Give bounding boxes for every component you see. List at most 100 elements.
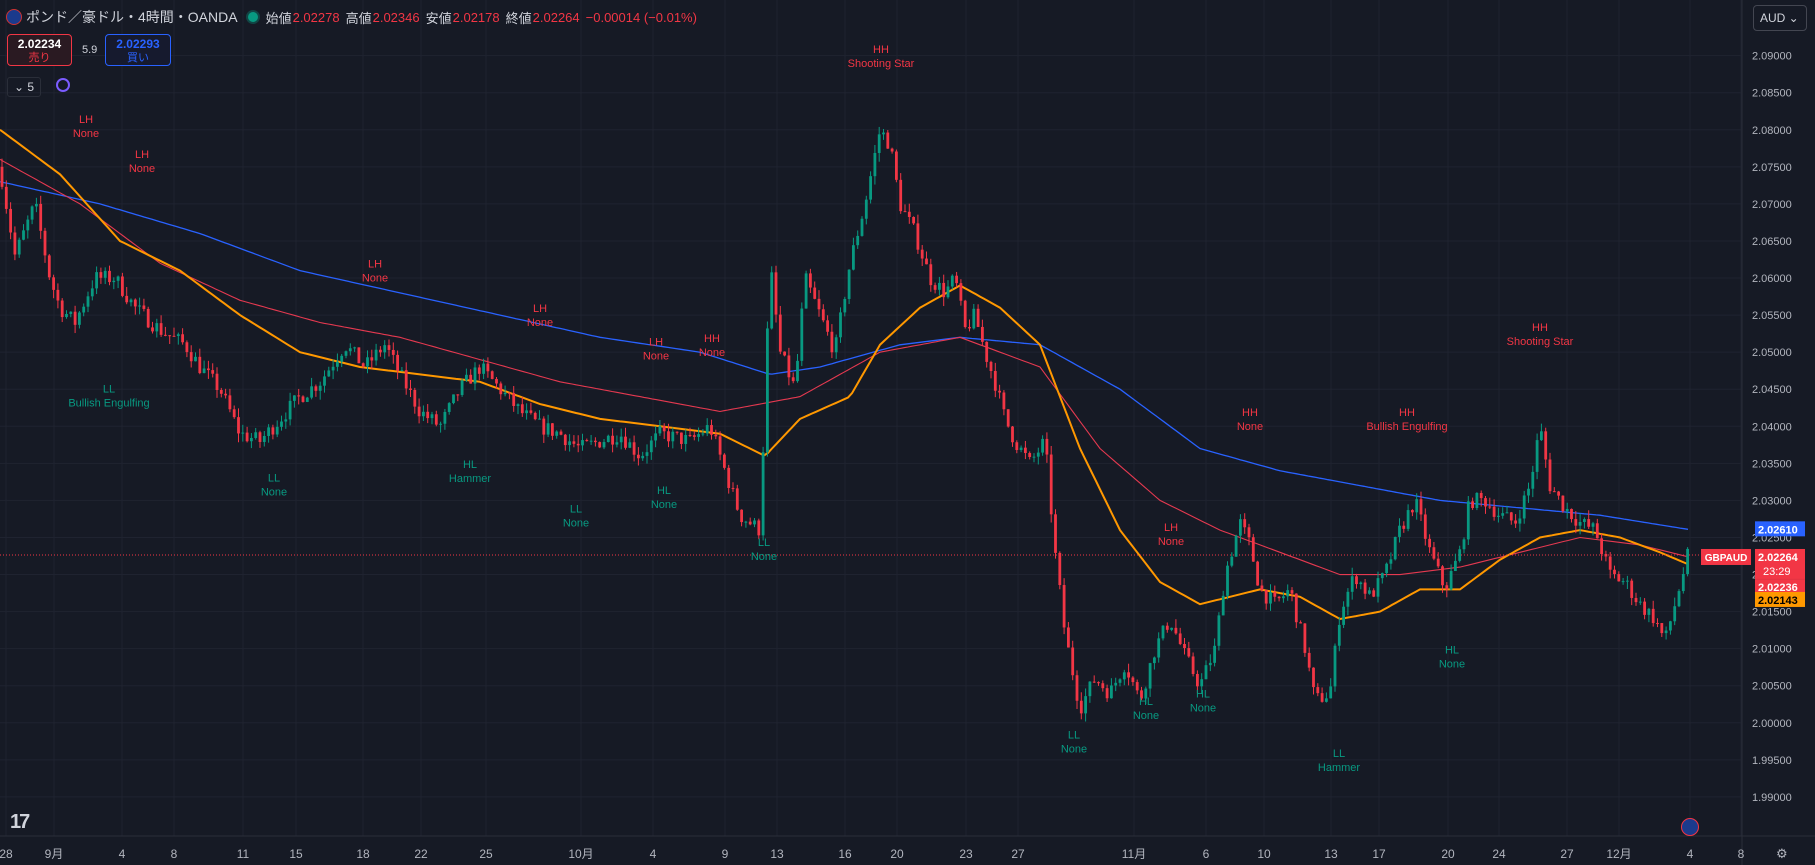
candle-body bbox=[1170, 627, 1173, 630]
candle-body bbox=[1307, 652, 1311, 668]
price-axis[interactable]: 1.99000 1.99500 2.00000 2.00500 2.01000 2.015… bbox=[1741, 0, 1815, 865]
sync-icon[interactable] bbox=[56, 78, 70, 92]
sell-price: 2.02234 bbox=[17, 37, 62, 51]
candle-body bbox=[108, 270, 111, 283]
annotation-pattern: None bbox=[751, 551, 777, 563]
region-flag-icon[interactable] bbox=[1681, 818, 1699, 836]
price-label-text: 2.02610 bbox=[1758, 524, 1798, 536]
buy-price: 2.02293 bbox=[116, 37, 160, 51]
gear-icon[interactable]: ⚙ bbox=[1776, 846, 1788, 861]
candle-body bbox=[305, 397, 309, 402]
annotation-kind: HH bbox=[704, 333, 720, 345]
candle-body bbox=[813, 287, 817, 299]
candle-body bbox=[525, 410, 528, 414]
candle-body bbox=[1613, 569, 1616, 575]
candle-body bbox=[434, 414, 438, 425]
annotation-pattern: None bbox=[643, 351, 669, 363]
candle-body bbox=[1604, 554, 1608, 557]
candle-body bbox=[1651, 608, 1655, 624]
candle-body bbox=[138, 305, 141, 307]
price-label-bg bbox=[1755, 579, 1805, 595]
candle-body bbox=[1006, 409, 1010, 427]
candle-body bbox=[912, 216, 915, 224]
x-tick-label: 11月 bbox=[1122, 847, 1146, 861]
buy-button[interactable]: 2.02293 買い bbox=[105, 34, 171, 66]
candle-body bbox=[606, 435, 610, 443]
candle-body bbox=[310, 386, 313, 398]
y-tick-label: 2.01500 bbox=[1752, 607, 1792, 619]
candle-body bbox=[654, 433, 657, 441]
candle-body bbox=[1552, 491, 1556, 493]
candle-body bbox=[250, 437, 253, 442]
candle-body bbox=[886, 132, 890, 149]
candle-body bbox=[185, 342, 189, 353]
candle-body bbox=[495, 378, 498, 384]
y-tick-label: 2.03500 bbox=[1752, 458, 1792, 470]
candle-body bbox=[1681, 574, 1685, 592]
candle-body bbox=[955, 275, 958, 284]
candle-body bbox=[129, 299, 133, 303]
time-axis[interactable]: 28 9月 4 8 11 15 18 22 25 10月 4 9 13 16 20 23 27 11月 6 10 13 1… bbox=[0, 835, 1815, 861]
candle-body bbox=[998, 390, 1001, 393]
candle-body bbox=[1583, 519, 1586, 522]
candle-body bbox=[1346, 591, 1350, 607]
symbol-title[interactable]: ポンド／豪ドル・4時間・OANDA bbox=[26, 9, 238, 25]
candle-body bbox=[1454, 560, 1457, 572]
candle-body bbox=[207, 368, 210, 371]
currency-select[interactable]: AUD ⌄ bbox=[1753, 5, 1807, 31]
candle-body bbox=[1561, 495, 1565, 512]
candle-body bbox=[78, 312, 81, 325]
candle-body bbox=[1256, 561, 1259, 586]
y-tick-label: 2.07000 bbox=[1752, 199, 1792, 211]
x-tick-label: 10 bbox=[1257, 847, 1271, 861]
candle-body bbox=[168, 335, 172, 337]
candle-body bbox=[142, 305, 146, 309]
candle-body bbox=[39, 203, 43, 231]
candle-body bbox=[473, 367, 477, 384]
annotation-pattern: None bbox=[1158, 536, 1184, 548]
y-tick-label: 1.99000 bbox=[1752, 792, 1792, 804]
candle-body bbox=[1535, 440, 1539, 472]
candle-body bbox=[262, 435, 266, 442]
candle-body bbox=[1140, 690, 1143, 699]
sell-button[interactable]: 2.02234 売り bbox=[7, 34, 72, 66]
candle-body bbox=[1135, 682, 1139, 691]
candle-body bbox=[1161, 625, 1165, 639]
y-tick-label: 2.04000 bbox=[1752, 421, 1792, 433]
price-label-bg bbox=[1755, 591, 1805, 607]
candle-body bbox=[770, 272, 774, 329]
x-tick-label: 16 bbox=[838, 847, 852, 861]
candle-body bbox=[374, 349, 378, 361]
candle-body bbox=[1183, 643, 1186, 649]
x-tick-label: 13 bbox=[1324, 847, 1338, 861]
candle-body bbox=[1548, 459, 1552, 492]
spread-value: 5.9 bbox=[82, 44, 98, 56]
candle-body bbox=[1153, 657, 1156, 664]
candle-body bbox=[1320, 693, 1324, 702]
candle-body bbox=[649, 440, 653, 453]
candle-body bbox=[456, 394, 460, 396]
annotation-pattern: None bbox=[699, 347, 725, 359]
candle-body bbox=[520, 404, 524, 414]
candle-body bbox=[82, 306, 86, 313]
tradingview-logo-icon[interactable]: 17 bbox=[10, 811, 30, 833]
change-value: −0.00014 (−0.01%) bbox=[585, 9, 697, 25]
candle-body bbox=[568, 441, 571, 446]
candle-body bbox=[817, 298, 821, 310]
candle-body bbox=[465, 374, 468, 381]
indicator-toggle-button[interactable]: ⌄ 5 bbox=[7, 77, 41, 97]
high-label: 高値 bbox=[345, 10, 372, 26]
candle-body bbox=[1393, 536, 1397, 560]
annotation-pattern: None bbox=[563, 517, 589, 529]
candle-body bbox=[17, 239, 21, 255]
moving-averages bbox=[0, 128, 1742, 621]
candle-body bbox=[735, 488, 739, 510]
candle-body bbox=[1411, 510, 1414, 513]
candle-body bbox=[1294, 593, 1298, 623]
candle-body bbox=[1686, 548, 1689, 575]
y-tick-label: 1.99500 bbox=[1752, 755, 1792, 767]
candle-body bbox=[1247, 527, 1251, 538]
candle-body bbox=[555, 431, 559, 436]
sell-label: 売り bbox=[28, 52, 51, 64]
